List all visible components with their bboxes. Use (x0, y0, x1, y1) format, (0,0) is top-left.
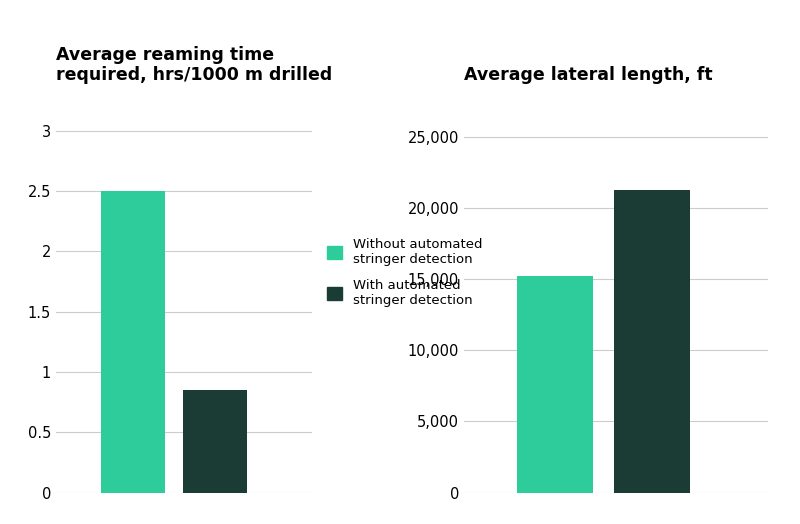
Bar (614, 190, 690, 493)
Legend: Without automated
stringer detection, With automated
stringer detection: Without automated stringer detection, Wi… (326, 238, 482, 307)
Bar (101, 191, 165, 493)
Bar (517, 276, 593, 493)
Text: Average reaming time
required, hrs/1000 m drilled: Average reaming time required, hrs/1000 … (56, 46, 332, 84)
Bar (182, 390, 246, 493)
Text: Average lateral length, ft: Average lateral length, ft (464, 67, 713, 84)
